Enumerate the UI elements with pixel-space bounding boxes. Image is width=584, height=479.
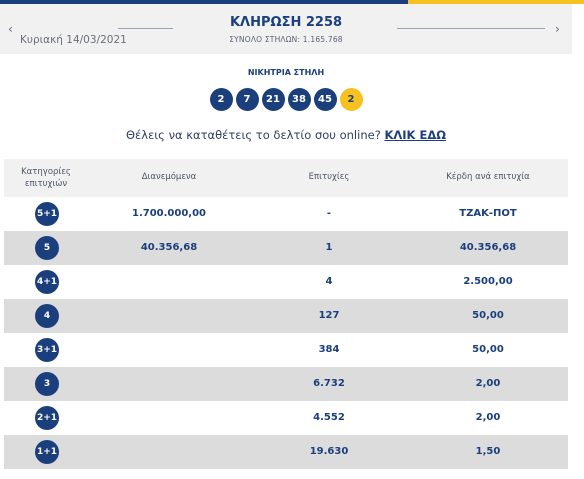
online-cta: Θέλεις να καταθέτεις το δελτίο σου onlin… [0, 128, 572, 142]
prize-cell: 1,50 [475, 446, 501, 457]
table-row: 1+1 19.630 1,50 [4, 435, 568, 469]
distributed-cell [94, 265, 244, 299]
header-divider-left [118, 28, 173, 29]
winners-cell: 1 [325, 242, 333, 253]
category-badge: 4+1 [35, 270, 59, 294]
winners-cell: - [326, 208, 332, 219]
winners-cell: 127 [318, 310, 340, 321]
chevron-left-icon[interactable]: ‹ [8, 22, 13, 36]
category-badge: 4 [35, 304, 59, 328]
distributed-cell: 40.356,68 [140, 242, 198, 253]
top-accent-bar [0, 0, 584, 4]
category-badge: 3 [35, 372, 59, 396]
prize-cell: 2,00 [475, 412, 501, 423]
joker-ball: 2 [339, 88, 363, 111]
chevron-right-icon[interactable]: › [555, 22, 560, 36]
draw-total-columns: ΣΥΝΟΛΟ ΣΤΗΛΩΝ: 1.165.768 [229, 35, 343, 44]
header-winners: Επιτυχίες [308, 172, 350, 182]
header-category: Κατηγορίες επιτυχιών [21, 167, 71, 189]
winners-cell: 4 [325, 276, 333, 287]
number-ball: 21 [261, 88, 285, 111]
winners-cell: 6.732 [313, 378, 345, 389]
category-badge: 5 [35, 236, 59, 260]
category-badge: 2+1 [35, 406, 59, 430]
cta-link[interactable]: ΚΛΙΚ ΕΔΩ [384, 128, 446, 142]
prize-cell: 2,00 [475, 378, 501, 389]
table-row: 4 127 50,00 [4, 299, 568, 333]
top-accent-yellow [408, 0, 584, 4]
category-badge: 1+1 [35, 440, 59, 464]
category-badge: 3+1 [35, 338, 59, 362]
number-ball: 7 [235, 88, 259, 111]
distributed-cell: 1.700.000,00 [131, 208, 207, 219]
table-row: 3 6.732 2,00 [4, 367, 568, 401]
table-row: 3+1 384 50,00 [4, 333, 568, 367]
table-row: 4+1 4 2.500,00 [4, 265, 568, 299]
winners-cell: 4.552 [313, 412, 345, 423]
distributed-cell [94, 333, 244, 367]
distributed-cell [94, 299, 244, 333]
prize-cell: 40.356,68 [459, 242, 517, 253]
top-accent-blue [0, 0, 408, 4]
prize-cell: ΤΖΑΚ-ΠΟΤ [459, 208, 517, 219]
draw-date: Κυριακή 14/03/2021 [20, 34, 127, 46]
distributed-cell [94, 401, 244, 435]
winners-cell: 19.630 [309, 446, 349, 457]
prize-table: Κατηγορίες επιτυχιών Διανεμόμενα Επιτυχί… [4, 159, 568, 469]
number-ball: 45 [313, 88, 337, 111]
winning-column-label: ΝΙΚΗΤΡΙΑ ΣΤΗΛΗ [247, 68, 325, 77]
table-row: 5+1 1.700.000,00 - ΤΖΑΚ-ΠΟΤ [4, 197, 568, 231]
prize-cell: 50,00 [472, 344, 504, 355]
winners-cell: 384 [318, 344, 340, 355]
prize-cell: 2.500,00 [463, 276, 513, 287]
draw-header: ‹ Κυριακή 14/03/2021 ΚΛΗΡΩΣΗ 2258 ΣΥΝΟΛΟ… [0, 4, 572, 54]
table-row: 5 40.356,68 1 40.356,68 [4, 231, 568, 265]
table-row: 2+1 4.552 2,00 [4, 401, 568, 435]
category-badge: 5+1 [35, 202, 59, 226]
cta-text: Θέλεις να καταθέτεις το δελτίο σου onlin… [126, 128, 381, 142]
prize-cell: 50,00 [472, 310, 504, 321]
draw-title: ΚΛΗΡΩΣΗ 2258 [229, 15, 343, 30]
header-divider-right [397, 28, 545, 29]
header-prize: Κέρδη ανά επιτυχία [446, 172, 530, 182]
distributed-cell [94, 435, 244, 469]
winning-numbers: 2 7 21 38 45 2 [0, 88, 572, 111]
table-header: Κατηγορίες επιτυχιών Διανεμόμενα Επιτυχί… [4, 159, 568, 197]
number-ball: 2 [209, 88, 233, 111]
header-distributed: Διανεμόμενα [141, 172, 197, 182]
distributed-cell [94, 367, 244, 401]
number-ball: 38 [287, 88, 311, 111]
